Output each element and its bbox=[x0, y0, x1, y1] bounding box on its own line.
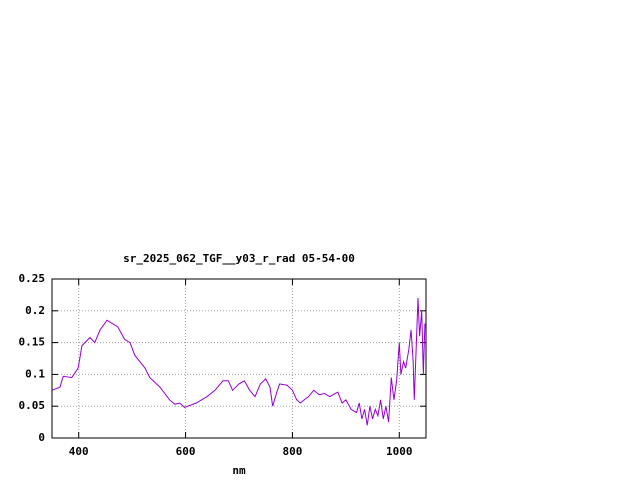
x-tick-label: 600 bbox=[176, 445, 196, 458]
y-tick-label: 0.05 bbox=[19, 399, 46, 412]
x-tick-label: 400 bbox=[69, 445, 89, 458]
x-axis-label: nm bbox=[232, 464, 246, 477]
plot-border bbox=[51, 278, 427, 439]
y-tick-label: 0.15 bbox=[19, 336, 46, 349]
y-tick-label: 0 bbox=[38, 431, 45, 444]
y-tick-label: 0.25 bbox=[19, 272, 46, 285]
y-tick-label: 0.2 bbox=[25, 304, 45, 317]
y-tick-label: 0.1 bbox=[25, 367, 45, 380]
chart-title: sr_2025_062_TGF__y03_r_rad 05-54-00 bbox=[123, 252, 355, 265]
x-tick-label: 800 bbox=[282, 445, 302, 458]
x-tick-label: 1000 bbox=[386, 445, 413, 458]
data-line bbox=[51, 298, 426, 426]
